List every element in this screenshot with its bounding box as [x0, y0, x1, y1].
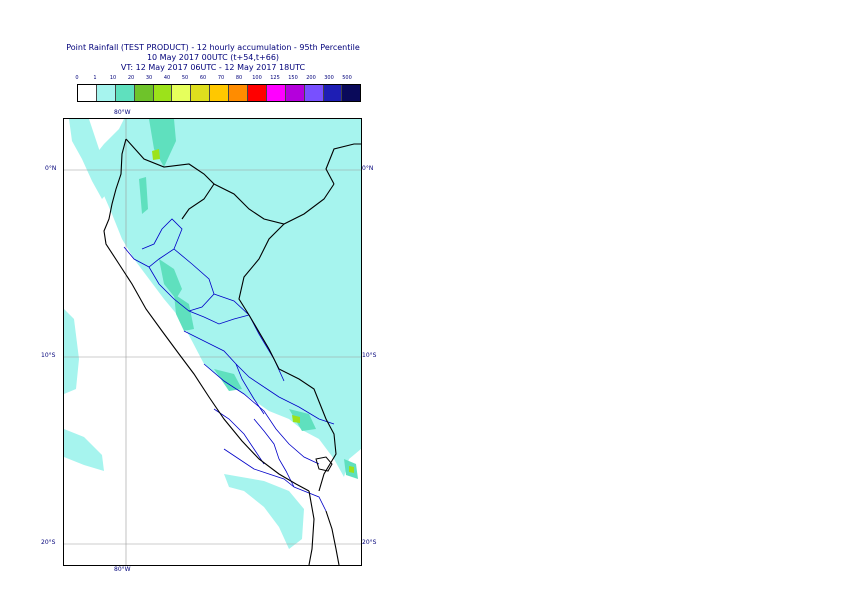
- legend-swatch: [191, 85, 211, 101]
- legend-swatch: [248, 85, 267, 101]
- lat-label-right: 0°N: [362, 165, 374, 172]
- rain-cell: [214, 369, 242, 391]
- legend-threshold: 40: [163, 75, 171, 81]
- legend-threshold: 20: [127, 75, 135, 81]
- legend-swatch: [153, 85, 173, 101]
- coastline-borders: [103, 138, 361, 565]
- lat-label-right: 20°S: [362, 539, 377, 546]
- legend-threshold: 70: [217, 75, 225, 81]
- lat-label-right: 10°S: [362, 352, 377, 359]
- legend-threshold: 150: [288, 75, 298, 81]
- legend-swatch: [172, 85, 192, 101]
- graticule: [64, 119, 361, 565]
- rain-cell-high: [152, 149, 160, 160]
- rain-cell: [149, 119, 176, 167]
- legend-threshold: 300: [324, 75, 334, 81]
- legend-threshold: 1: [93, 75, 97, 81]
- rain-area-ocean-south: [224, 474, 304, 549]
- legend-swatch: [304, 85, 324, 101]
- rain-cell-high: [292, 415, 300, 423]
- legend-swatch: [210, 85, 230, 101]
- legend-threshold: 80: [235, 75, 243, 81]
- lon-label-bottom: 80°W: [114, 566, 131, 573]
- rain-area-ocean-southwest: [64, 429, 104, 471]
- lat-label-left: 0°N: [45, 165, 57, 172]
- legend-threshold: 60: [199, 75, 207, 81]
- map-title: Point Rainfall (TEST PRODUCT) - 12 hourl…: [66, 43, 360, 52]
- rain-area-coastal-strip: [64, 309, 79, 394]
- forecast-run: 10 May 2017 00UTC (t+54,t+66): [146, 53, 280, 62]
- legend-threshold: 200: [306, 75, 316, 81]
- rain-cell: [139, 177, 148, 214]
- lat-label-left: 20°S: [41, 539, 56, 546]
- valid-time: VT: 12 May 2017 06UTC - 12 May 2017 18UT…: [120, 63, 306, 72]
- legend-swatch: [229, 85, 249, 101]
- lat-label-left: 10°S: [41, 352, 56, 359]
- legend-threshold: 100: [252, 75, 262, 81]
- legend-swatch: [342, 85, 361, 101]
- legend-swatch: [115, 85, 135, 101]
- rain-area-ocean-north: [69, 119, 109, 199]
- legend-threshold: 50: [181, 75, 189, 81]
- legend-swatch: [134, 85, 154, 101]
- lon-label-top: 80°W: [114, 109, 131, 116]
- legend-threshold: 0: [75, 75, 79, 81]
- legend-swatch: [323, 85, 343, 101]
- legend-color-bar: [77, 84, 362, 102]
- lake-outline: [315, 456, 333, 472]
- map-canvas: [64, 119, 361, 565]
- legend-threshold: 30: [145, 75, 153, 81]
- legend-threshold-labels: 0 1 10 20 30 40 50 60 70 80 100 125 150 …: [70, 75, 360, 83]
- rain-cell-high: [349, 466, 354, 473]
- legend-swatch: [78, 85, 97, 101]
- legend-threshold: 10: [109, 75, 117, 81]
- legend-swatch: [96, 85, 116, 101]
- rain-cell: [289, 409, 316, 431]
- rain-cell: [159, 259, 182, 299]
- legend-threshold: 500: [342, 75, 352, 81]
- legend-threshold: 125: [270, 75, 280, 81]
- rainfall-map: [63, 118, 362, 566]
- legend-swatch: [285, 85, 305, 101]
- legend-swatch: [266, 85, 286, 101]
